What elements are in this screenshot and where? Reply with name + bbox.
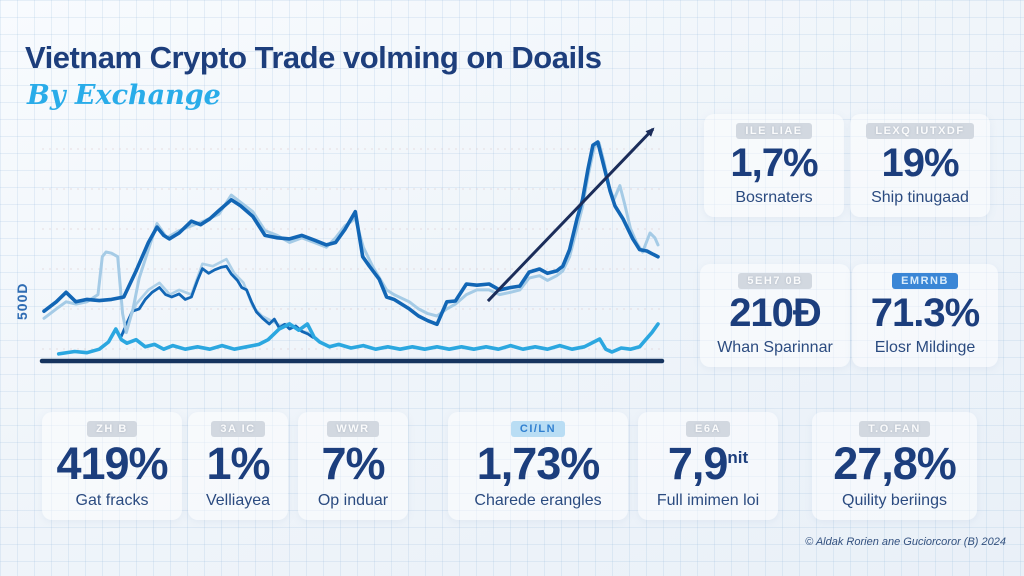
stat-value-whan-sparinnar: 210Ð [729, 291, 822, 335]
page-subtitle: By Exchange [27, 80, 221, 111]
stat-card-quility-beriings: T.O.FAN 27,8% Quility beriings [812, 412, 977, 521]
stat-badge-op-induar: WWR [327, 421, 379, 437]
trend-arrow [486, 127, 655, 303]
stat-label-whan-sparinnar: Whan Sparinnar [717, 339, 833, 356]
stat-badge-charede-erangles: CI/LN [510, 421, 566, 437]
stat-label-velliayea: Velliayea [205, 492, 271, 510]
stat-card-whan-sparinnar: 5EH7 0B 210Ð Whan Sparinnar [700, 264, 850, 367]
stat-badge-quility-beriings: T.O.FAN [859, 421, 930, 437]
stat-value-op-induar: 7% [321, 438, 385, 489]
stat-value-velliayea: 1% [206, 438, 270, 489]
stat-value-quility-beriings: 27,8% [833, 438, 957, 489]
stat-card-charede-erangles: CI/LN 1,73% Charede erangles [448, 412, 628, 521]
stat-card-op-induar: WWR 7% Op induar [298, 412, 408, 521]
stat-badge-elosr-mildinge: EMRNB [892, 273, 958, 289]
stat-value-full-imimen-loi: 7,9nit [667, 438, 749, 489]
stat-label-full-imimen-loi: Full imimen loi [656, 492, 760, 510]
stat-value-suffix-full-imimen-loi: nit [727, 448, 749, 467]
stat-label-quility-beriings: Quility beriings [842, 492, 947, 510]
credit-text: © Aldak Rorien ane Guciorcoror (B) 2024 [805, 536, 1006, 548]
page-title: Vietnam Crypto Trade volming on Doails [25, 40, 602, 75]
stat-badge-gat-fracks: ZH B [87, 421, 137, 437]
stat-label-elosr-mildinge: Elosr Mildinge [874, 339, 976, 356]
stat-badge-full-imimen-loi: E6A [686, 421, 730, 437]
stat-value-bosrnaters: 1,7% [730, 141, 818, 185]
stat-label-bosrnaters: Bosrnaters [735, 189, 813, 206]
stat-card-full-imimen-loi: E6A 7,9nit Full imimen loi [638, 412, 778, 521]
series-main-exchange [42, 140, 660, 327]
stat-label-gat-fracks: Gat fracks [75, 492, 149, 510]
series-main-exchange-shadow [42, 141, 660, 335]
stat-label-ship-tinugaad: Ship tinugaad [871, 189, 969, 206]
stat-badge-whan-sparinnar: 5EH7 0B [738, 273, 812, 289]
series-low-exchange [56, 322, 660, 356]
exchange-volume-chart [39, 127, 665, 364]
stat-card-elosr-mildinge: EMRNB 71.3% Elosr Mildinge [852, 264, 998, 367]
stat-card-bosrnaters: ILE LIAE 1,7% Bosrnaters [704, 114, 844, 217]
stat-badge-velliayea: 3A IC [211, 421, 265, 437]
stat-badge-ship-tinugaad: LEXQ IUTXDF [866, 123, 974, 139]
stat-value-gat-fracks: 419% [56, 438, 168, 489]
stat-value-elosr-mildinge: 71.3% [870, 291, 980, 335]
stat-card-velliayea: 3A IC 1% Velliayea [188, 412, 288, 521]
stat-card-gat-fracks: ZH B 419% Gat fracks [42, 412, 182, 521]
stat-badge-bosrnaters: ILE LIAE [736, 123, 812, 139]
stat-card-ship-tinugaad: LEXQ IUTXDF 19% Ship tinugaad [850, 114, 990, 217]
stat-value-charede-erangles: 1,73% [476, 438, 601, 489]
stat-label-charede-erangles: Charede erangles [474, 492, 602, 510]
stat-label-op-induar: Op induar [317, 492, 389, 510]
y-axis-label: 500D [14, 282, 30, 320]
stat-value-ship-tinugaad: 19% [881, 141, 959, 185]
